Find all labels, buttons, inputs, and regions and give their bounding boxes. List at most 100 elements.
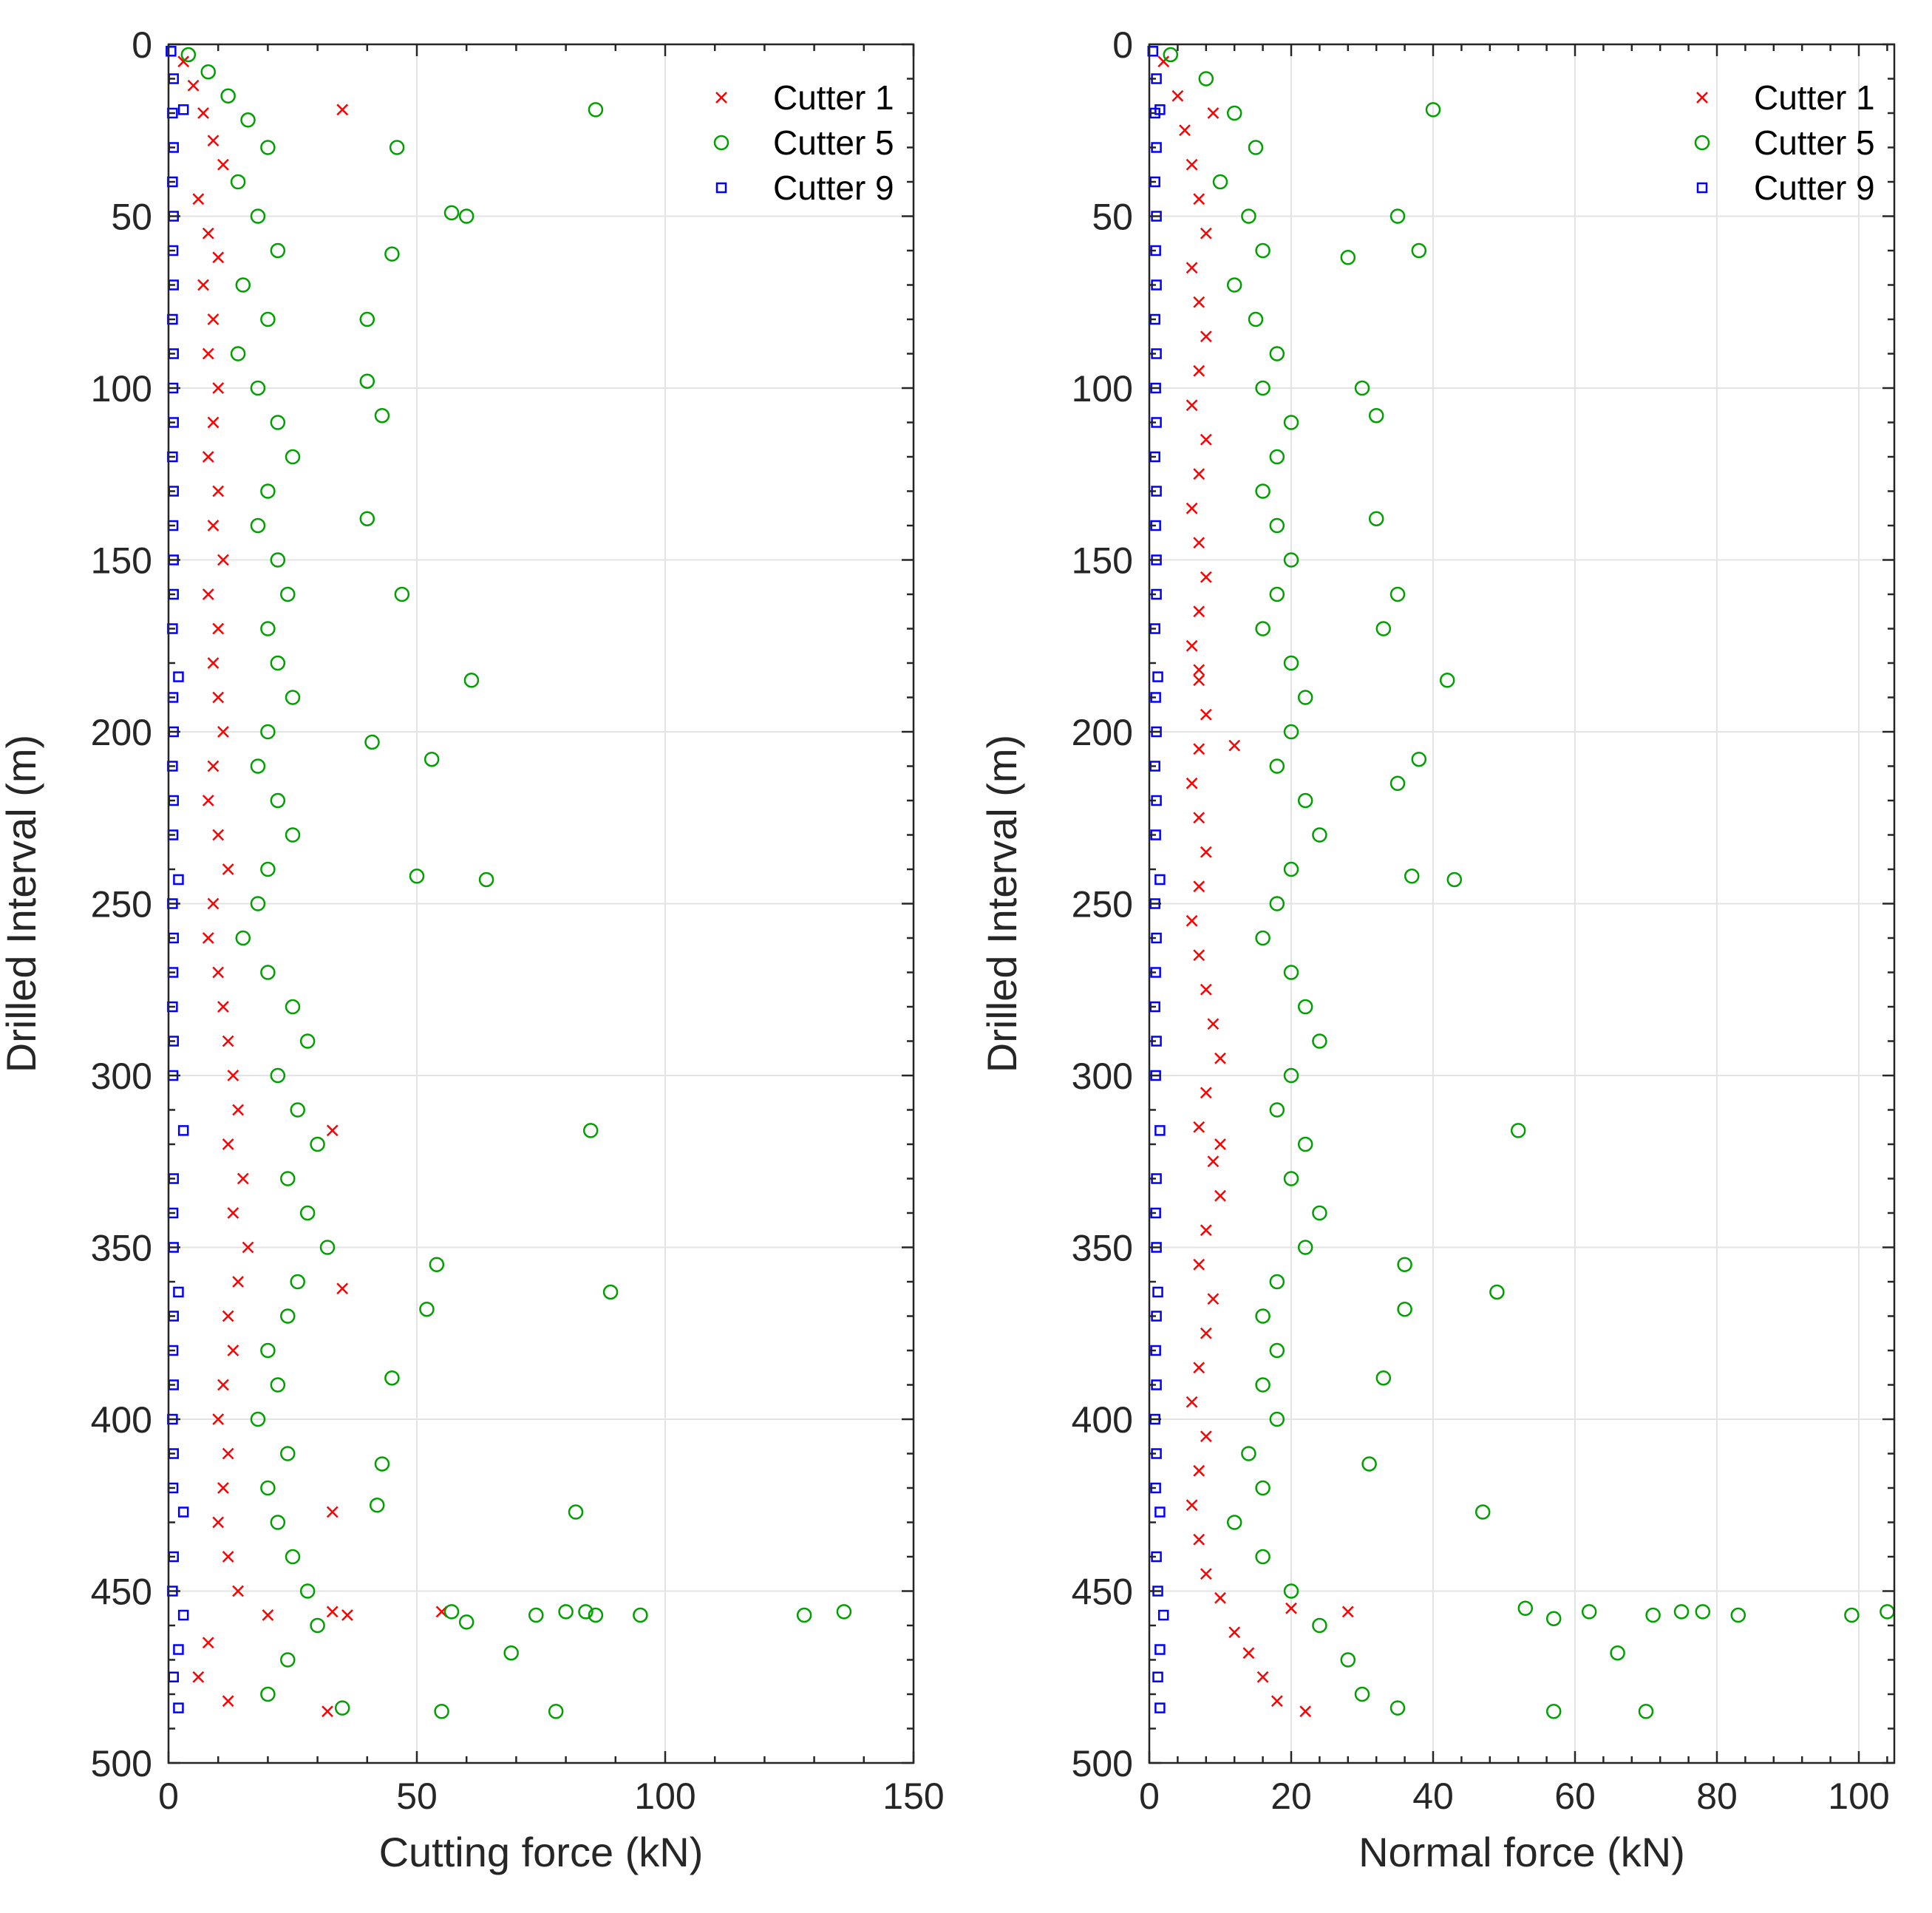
data-point-circle xyxy=(419,1301,435,1317)
data-point-square xyxy=(173,671,184,682)
data-point-x xyxy=(1299,1705,1312,1718)
data-point-circle xyxy=(1730,1607,1746,1623)
data-point-circle xyxy=(1255,1308,1271,1324)
data-point-x xyxy=(177,55,190,68)
y-tick-label: 350 xyxy=(91,1228,152,1269)
data-point-circle xyxy=(1510,1123,1526,1138)
data-point-x xyxy=(1157,55,1170,68)
data-point-square xyxy=(173,1286,184,1298)
legend-entry-cutter-5: Cutter 5 xyxy=(1694,123,1875,162)
data-point-circle xyxy=(334,1700,350,1716)
data-point-circle xyxy=(364,734,380,750)
data-point-circle xyxy=(319,1240,336,1255)
data-point-x xyxy=(212,1413,225,1425)
y-tick-label: 250 xyxy=(1072,884,1133,925)
data-point-x xyxy=(1186,399,1198,412)
data-point-circle xyxy=(1198,71,1214,86)
data-point-x xyxy=(1207,1018,1220,1030)
data-point-x xyxy=(1285,1602,1297,1614)
data-point-x xyxy=(1186,1396,1198,1408)
data-point-circle xyxy=(1283,861,1299,877)
data-point-circle xyxy=(1255,1480,1271,1496)
data-point-circle xyxy=(1297,690,1313,705)
y-tick-label: 200 xyxy=(1072,712,1133,753)
data-point-circle xyxy=(250,896,266,911)
data-point-x xyxy=(1200,433,1212,446)
data-point-square xyxy=(173,874,184,886)
data-point-x xyxy=(1186,777,1198,789)
data-point-x xyxy=(1193,1533,1205,1546)
data-point-circle xyxy=(1545,1704,1562,1719)
data-point-circle xyxy=(270,552,286,568)
data-point-x xyxy=(336,103,349,116)
x-axis-title: Cutting force (kN) xyxy=(379,1829,704,1875)
data-point-x xyxy=(326,1606,339,1618)
data-point-x xyxy=(1171,89,1184,102)
data-point-circle xyxy=(1673,1604,1690,1620)
data-point-circle xyxy=(230,174,246,190)
data-point-circle xyxy=(1269,586,1285,602)
data-point-x xyxy=(1200,571,1212,583)
data-point-square xyxy=(1154,1125,1166,1136)
data-point-circle xyxy=(310,1617,325,1634)
data-point-circle xyxy=(270,242,286,259)
data-point-circle xyxy=(285,449,301,465)
data-point-circle xyxy=(240,112,256,128)
data-point-circle xyxy=(270,792,286,809)
data-point-x xyxy=(1186,262,1198,274)
data-point-circle xyxy=(1517,1600,1534,1616)
data-point-circle xyxy=(1411,751,1427,767)
data-point-x xyxy=(217,1001,229,1013)
data-point-square xyxy=(1152,1286,1163,1298)
data-point-circle xyxy=(384,1370,400,1386)
data-point-x xyxy=(212,829,225,841)
data-point-circle xyxy=(250,380,266,396)
data-point-circle xyxy=(250,208,266,224)
data-point-x xyxy=(1193,1258,1205,1271)
data-point-x xyxy=(1200,330,1212,343)
data-point-circle xyxy=(1489,1284,1505,1300)
legend-marker xyxy=(1696,92,1708,103)
data-point-circle xyxy=(1545,1611,1562,1626)
data-point-circle xyxy=(200,64,217,80)
data-point-circle xyxy=(250,517,266,534)
data-point-x xyxy=(237,1172,249,1185)
data-point-x xyxy=(222,863,234,875)
data-point-x xyxy=(222,1695,234,1708)
data-point-circle xyxy=(1474,1504,1491,1520)
y-tick-label: 50 xyxy=(1092,197,1133,238)
data-point-circle xyxy=(220,88,236,103)
data-point-x xyxy=(1200,1568,1212,1580)
series-cutter-1 xyxy=(1157,55,1354,1718)
x-tick-label: 80 xyxy=(1696,1776,1738,1817)
data-point-x xyxy=(1200,1430,1212,1443)
data-point-x xyxy=(1179,124,1191,137)
data-point-circle xyxy=(180,47,197,63)
data-point-x xyxy=(207,897,220,910)
data-point-circle xyxy=(1255,483,1271,499)
data-point-x xyxy=(1200,846,1212,858)
data-point-circle xyxy=(285,827,301,843)
grid xyxy=(168,44,914,1764)
data-point-square xyxy=(1157,1609,1169,1621)
data-point-circle xyxy=(1844,1607,1860,1623)
data-point-circle xyxy=(1248,140,1264,155)
x-tick-label: 150 xyxy=(882,1776,944,1817)
data-point-x xyxy=(262,1609,274,1621)
data-point-x xyxy=(1186,502,1198,514)
legend-marker xyxy=(1694,135,1710,151)
y-tick-label: 50 xyxy=(111,197,152,238)
data-point-circle xyxy=(280,586,296,602)
legend-marker xyxy=(715,182,727,194)
data-point-circle xyxy=(1283,1171,1299,1186)
data-point-x xyxy=(1186,158,1198,171)
data-point-x xyxy=(1271,1695,1283,1708)
data-point-x xyxy=(1193,1464,1205,1477)
data-point-circle xyxy=(299,1583,316,1599)
data-point-circle xyxy=(582,1123,599,1138)
data-point-circle xyxy=(424,751,440,767)
data-point-x xyxy=(1214,1138,1226,1150)
x-tick-label: 0 xyxy=(158,1776,179,1817)
data-point-circle xyxy=(250,1411,266,1427)
